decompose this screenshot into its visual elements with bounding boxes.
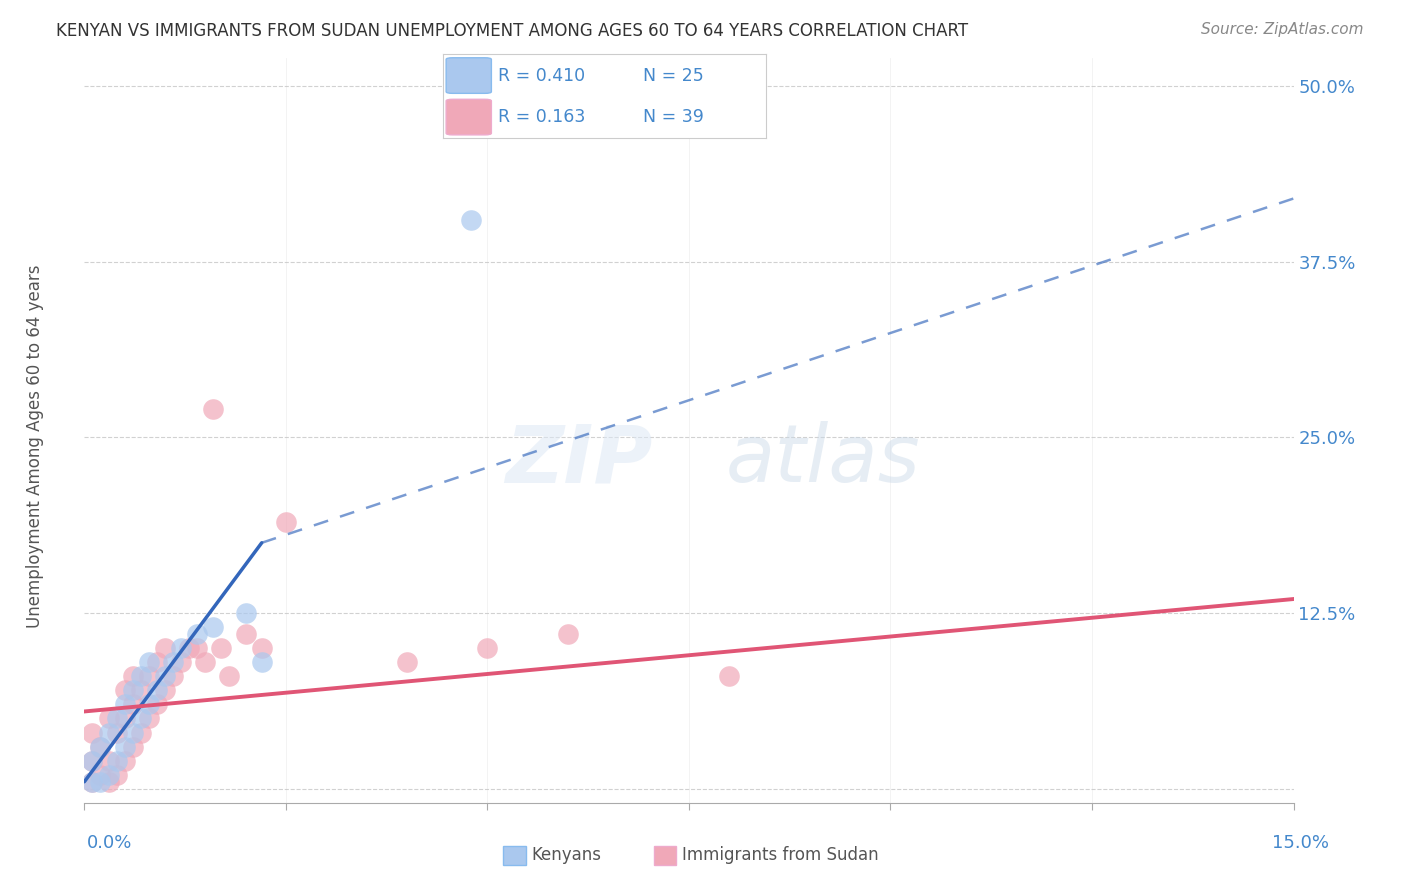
Point xyxy=(235,627,257,641)
Point xyxy=(186,641,208,656)
Point xyxy=(138,711,160,725)
Text: 15.0%: 15.0% xyxy=(1271,834,1329,852)
Point xyxy=(89,767,111,781)
Point xyxy=(235,606,257,620)
Point xyxy=(105,711,128,725)
Text: KENYAN VS IMMIGRANTS FROM SUDAN UNEMPLOYMENT AMONG AGES 60 TO 64 YEARS CORRELATI: KENYAN VS IMMIGRANTS FROM SUDAN UNEMPLOY… xyxy=(56,22,969,40)
Point xyxy=(97,754,120,768)
Point xyxy=(121,725,143,739)
Point xyxy=(557,627,579,641)
Text: R = 0.410: R = 0.410 xyxy=(498,67,585,85)
Point xyxy=(153,669,176,683)
Point xyxy=(170,655,193,669)
Point xyxy=(129,683,152,698)
Point xyxy=(89,774,111,789)
Point xyxy=(82,754,104,768)
FancyBboxPatch shape xyxy=(446,99,492,135)
Text: Source: ZipAtlas.com: Source: ZipAtlas.com xyxy=(1201,22,1364,37)
Point xyxy=(97,711,120,725)
Point xyxy=(129,711,152,725)
Text: N = 25: N = 25 xyxy=(644,67,704,85)
Point xyxy=(105,725,128,739)
Point xyxy=(82,754,104,768)
Point xyxy=(179,641,201,656)
Text: 0.0%: 0.0% xyxy=(87,834,132,852)
Point xyxy=(202,402,225,417)
FancyBboxPatch shape xyxy=(446,58,492,94)
Point xyxy=(82,725,104,739)
Text: Immigrants from Sudan: Immigrants from Sudan xyxy=(682,847,879,864)
Point xyxy=(105,767,128,781)
Text: ZIP: ZIP xyxy=(505,421,652,500)
Point xyxy=(170,641,193,656)
Point xyxy=(718,669,741,683)
Point xyxy=(114,754,136,768)
Point xyxy=(105,754,128,768)
Point xyxy=(82,774,104,789)
Point xyxy=(194,655,217,669)
Point xyxy=(162,655,184,669)
Point xyxy=(202,620,225,634)
Point xyxy=(138,698,160,712)
Point xyxy=(477,641,499,656)
Point xyxy=(218,669,240,683)
Point xyxy=(89,739,111,754)
Text: R = 0.163: R = 0.163 xyxy=(498,108,585,126)
Point xyxy=(82,774,104,789)
Point xyxy=(97,774,120,789)
Text: Kenyans: Kenyans xyxy=(531,847,602,864)
Point xyxy=(146,698,169,712)
Point xyxy=(121,669,143,683)
Point xyxy=(114,711,136,725)
Point xyxy=(460,212,482,227)
Text: atlas: atlas xyxy=(725,421,920,500)
Point xyxy=(274,515,297,529)
Point xyxy=(146,655,169,669)
Point xyxy=(395,655,418,669)
Point xyxy=(162,669,184,683)
Point xyxy=(138,669,160,683)
Point xyxy=(121,683,143,698)
Point xyxy=(97,725,120,739)
Point xyxy=(250,641,273,656)
Text: Unemployment Among Ages 60 to 64 years: Unemployment Among Ages 60 to 64 years xyxy=(27,264,44,628)
Text: N = 39: N = 39 xyxy=(644,108,704,126)
Point xyxy=(129,725,152,739)
Point xyxy=(114,683,136,698)
Point xyxy=(209,641,232,656)
Point xyxy=(121,698,143,712)
Point xyxy=(129,669,152,683)
Point xyxy=(89,739,111,754)
Point xyxy=(186,627,208,641)
Point xyxy=(250,655,273,669)
Point xyxy=(153,683,176,698)
Point xyxy=(97,767,120,781)
Point xyxy=(121,739,143,754)
Point xyxy=(138,655,160,669)
Point xyxy=(114,739,136,754)
Point xyxy=(153,641,176,656)
Point xyxy=(146,683,169,698)
Point xyxy=(114,698,136,712)
